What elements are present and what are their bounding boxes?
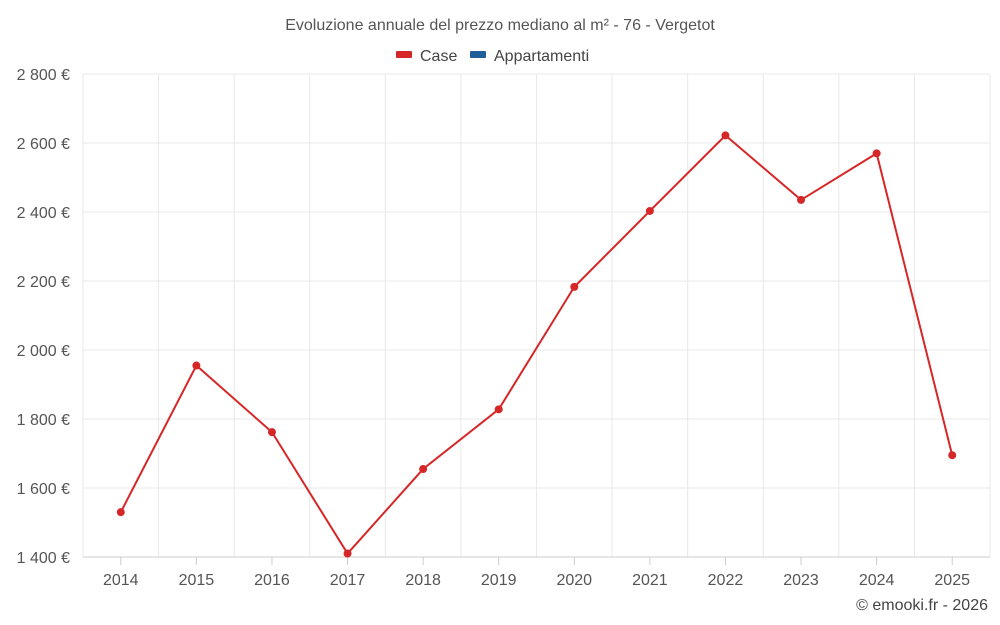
y-tick-label: 2 200 €: [17, 274, 70, 291]
data-point: [721, 131, 730, 140]
legend: Case Appartamenti: [396, 48, 589, 65]
data-point: [267, 428, 276, 437]
data-point: [116, 508, 125, 517]
x-tick-label: 2017: [330, 572, 366, 589]
x-tick-label: 2025: [934, 572, 970, 589]
y-tick-label: 2 000 €: [17, 343, 70, 360]
chart-title: Evoluzione annuale del prezzo mediano al…: [285, 17, 715, 34]
x-tick-label: 2021: [632, 572, 668, 589]
x-tick-label: 2024: [859, 572, 895, 589]
y-tick-label: 2 400 €: [17, 205, 70, 222]
y-tick-label: 1 400 €: [17, 550, 70, 567]
x-tick-label: 2020: [556, 572, 592, 589]
x-axis: 2014 2015 2016 2017 2018 2019 2020 2021 2022 2023…: [103, 557, 970, 589]
x-tick-label: 2018: [405, 572, 441, 589]
y-tick-label: 2 600 €: [17, 136, 70, 153]
credit-text: © emooki.fr - 2026: [856, 597, 988, 614]
series-layer: [116, 131, 957, 558]
grid: [82, 73, 991, 558]
data-point: [948, 451, 957, 460]
x-tick-label: 2016: [254, 572, 290, 589]
data-point: [797, 195, 806, 204]
data-point: [570, 282, 579, 291]
data-point: [343, 549, 352, 558]
data-point: [494, 405, 503, 414]
series-line-case: [119, 134, 954, 556]
x-tick-label: 2014: [103, 572, 139, 589]
legend-label-case: Case: [420, 48, 457, 65]
y-tick-label: 2 800 €: [17, 67, 70, 84]
data-point: [645, 206, 654, 215]
y-tick-label: 1 600 €: [17, 481, 70, 498]
x-tick-label: 2019: [481, 572, 517, 589]
data-point: [419, 465, 428, 474]
data-point: [192, 361, 201, 370]
legend-swatch-appartamenti: [470, 51, 486, 58]
x-tick-label: 2022: [708, 572, 744, 589]
x-tick-label: 2023: [783, 572, 819, 589]
data-point: [872, 149, 881, 158]
y-axis: 1 400 € 1 600 € 1 800 € 2 000 € 2 200 € 2 400…: [17, 67, 70, 567]
x-tick-label: 2015: [179, 572, 215, 589]
legend-swatch-case: [396, 51, 412, 58]
legend-label-appartamenti: Appartamenti: [494, 48, 589, 65]
y-tick-label: 1 800 €: [17, 412, 70, 429]
